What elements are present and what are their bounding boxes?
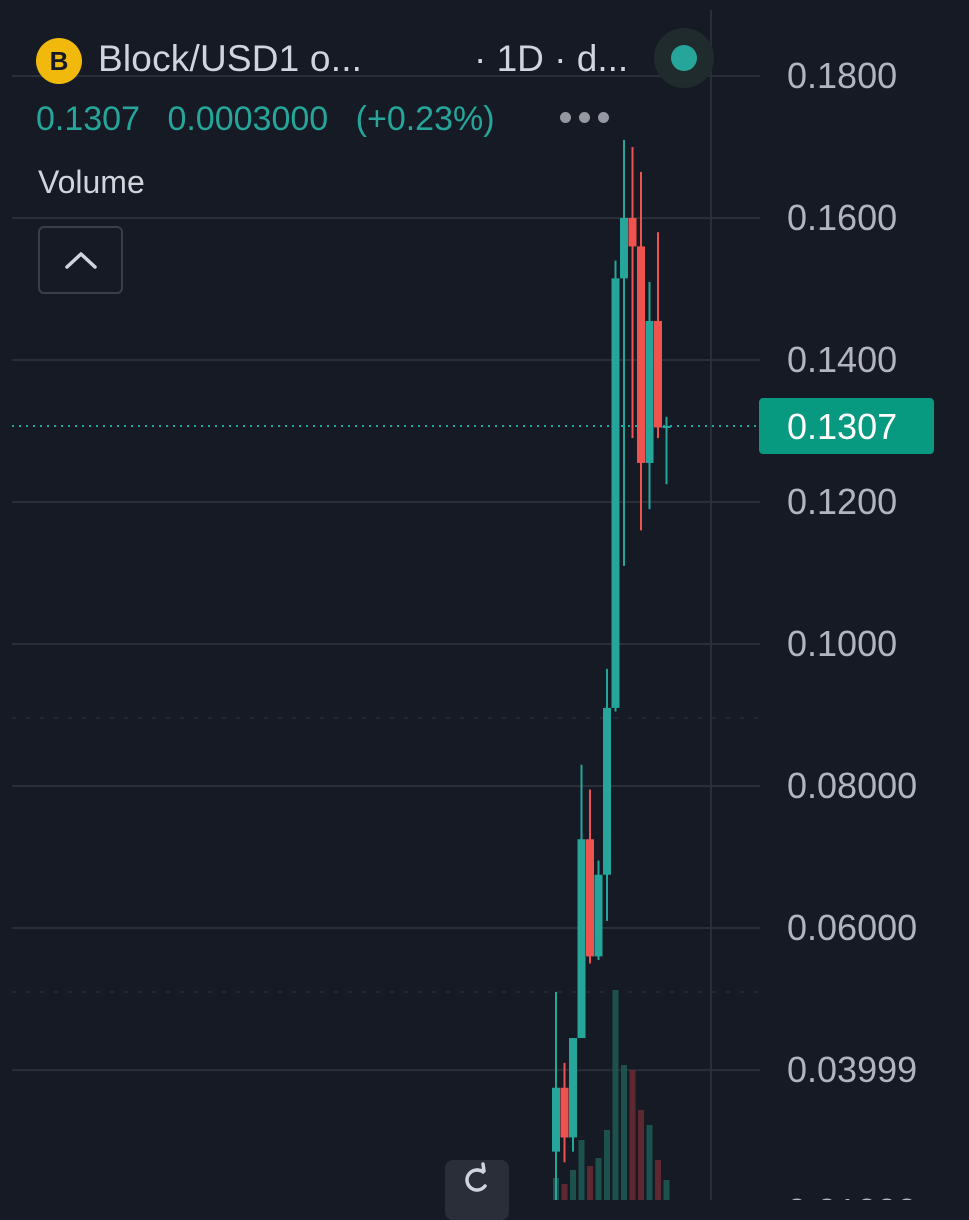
last-price-value: 0.1307 — [36, 100, 140, 138]
volume-bar — [621, 1065, 627, 1200]
candle-body — [569, 1038, 577, 1138]
last-price-axis-label: 0.1307 — [787, 406, 897, 447]
volume-bar — [604, 1130, 610, 1200]
reset-chart-icon — [465, 1162, 487, 1192]
y-axis-tick-label: 0.1000 — [787, 623, 897, 664]
candle-body — [611, 278, 620, 708]
candle-body — [620, 218, 628, 279]
y-axis-tick-label: 0.01999 — [787, 1191, 917, 1200]
volume-bar — [595, 1158, 602, 1200]
volume-bar — [587, 1166, 593, 1200]
y-axis-tick-label: 0.1200 — [787, 481, 897, 522]
volume-bar — [655, 1160, 661, 1200]
volume-bar — [570, 1170, 576, 1200]
last-price-badge — [759, 398, 934, 455]
volume-bar — [629, 1070, 636, 1200]
candle-body — [628, 218, 637, 247]
reset-chart-button[interactable] — [445, 1160, 509, 1220]
candle-body — [552, 1087, 560, 1152]
volume-bar — [578, 1140, 585, 1200]
candle-body — [654, 320, 662, 428]
chart-header: B Block/USD1 o... · 1D · d... — [36, 30, 729, 90]
y-axis-tick-label: 0.1600 — [787, 197, 897, 238]
symbol-title[interactable]: Block/USD1 o... — [98, 38, 363, 79]
volume-bar — [638, 1110, 644, 1200]
volume-bar — [646, 1125, 653, 1200]
candle-body — [586, 839, 594, 957]
collapse-indicator-button[interactable] — [38, 226, 123, 294]
candle-body — [603, 707, 611, 875]
volume-bar — [561, 1184, 568, 1200]
interval-label[interactable]: · 1D · d... — [474, 38, 629, 79]
live-status-icon — [654, 28, 714, 88]
more-dots-icon[interactable] — [560, 112, 609, 123]
volume-pane-label: Volume — [38, 164, 145, 200]
volume-bar — [663, 1180, 670, 1200]
candle-body — [594, 874, 603, 957]
change-absolute: 0.0003000 — [167, 100, 329, 138]
y-axis-tick-label: 0.06000 — [787, 907, 917, 948]
candle-body — [662, 426, 671, 429]
logo-icon: B — [36, 38, 82, 84]
y-axis-tick-label: 0.03999 — [787, 1049, 917, 1090]
live-dot — [671, 45, 697, 71]
candle-body — [560, 1087, 569, 1138]
chevron-up-icon — [64, 252, 97, 269]
volume-bar — [612, 990, 619, 1200]
candle-body — [577, 839, 586, 1039]
candle-body — [645, 320, 654, 463]
y-axis-tick-label: 0.1400 — [787, 339, 897, 380]
price-readout: 0.1307 0.0003000 (+0.23%) — [36, 100, 513, 139]
change-percent: (+0.23%) — [355, 100, 495, 138]
y-axis-tick-label: 0.08000 — [787, 765, 917, 806]
candle-body — [637, 246, 645, 463]
y-axis-tick-label: 0.1800 — [787, 55, 897, 96]
